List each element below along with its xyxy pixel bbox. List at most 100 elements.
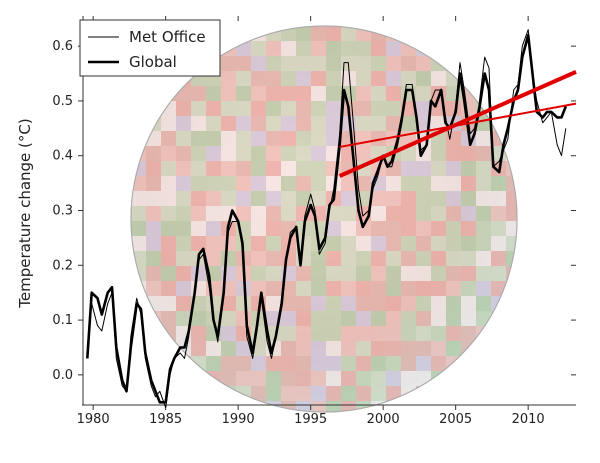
globe-patch [191,176,206,191]
globe-patch [386,251,401,266]
globe-patch [236,341,251,356]
globe-patch [401,401,416,412]
globe-patch [476,146,491,161]
globe-patch [131,131,146,146]
globe-patch [266,26,281,41]
globe-patch [236,101,251,116]
globe-patch [386,326,401,341]
globe-patch [281,176,296,191]
globe-patch [461,311,476,326]
globe-patch [341,341,356,356]
globe-patch [341,71,356,86]
globe-patch [446,41,461,56]
globe-patch [356,101,371,116]
globe-patch [491,221,506,236]
globe-patch [386,86,401,101]
globe-patch [131,236,146,251]
globe-patch [251,386,266,401]
globe-patch [296,116,311,131]
globe-patch [431,161,446,176]
globe-patch [191,191,206,206]
globe-patch [416,71,431,86]
globe-patch [326,341,341,356]
globe-patch [296,311,311,326]
globe-patch [311,311,326,326]
globe-patch [461,221,476,236]
globe-patch [461,371,476,386]
globe-patch [221,161,236,176]
globe-patch [296,146,311,161]
globe-patch [416,26,431,41]
globe-patch [341,41,356,56]
globe-patch [401,311,416,326]
globe-patch [356,41,371,56]
globe-patch [446,311,461,326]
globe-patch [446,341,461,356]
x-tick-label: 2005 [439,412,472,427]
globe-patch [221,131,236,146]
globe-patch [461,161,476,176]
globe-patch [176,371,191,386]
globe-patch [191,101,206,116]
globe-patch [191,206,206,221]
globe-patch [341,311,356,326]
globe-patch [461,26,476,41]
globe-patch [131,116,146,131]
globe-patch [476,251,491,266]
globe-patch [461,266,476,281]
globe-patch [161,146,176,161]
globe-patch [506,146,517,161]
globe-patch [206,146,221,161]
globe-patch [191,266,206,281]
globe-patch [326,176,341,191]
globe-patch [431,281,446,296]
globe-patch [431,356,446,371]
globe-patch [431,206,446,221]
globe-patch [416,221,431,236]
globe-patch [341,176,356,191]
globe-patch [266,101,281,116]
globe-patch [311,356,326,371]
globe-patch [251,266,266,281]
globe-patch [176,251,191,266]
globe-patch [191,401,206,412]
globe-patch [446,251,461,266]
globe-patch [386,176,401,191]
globe-patch [506,221,517,236]
globe-patch [356,296,371,311]
globe-patch [206,356,221,371]
globe-patch [341,251,356,266]
globe-patch [191,311,206,326]
globe-patch [356,311,371,326]
globe-patch [401,251,416,266]
globe-patch [401,146,416,161]
globe-patch [401,221,416,236]
globe-patch [446,236,461,251]
globe-patch [431,26,446,41]
globe-patch [146,146,161,161]
globe-patch [326,86,341,101]
globe-patch [236,161,251,176]
globe-patch [311,26,326,41]
globe-patch [461,356,476,371]
globe-patch [491,311,506,326]
globe-patch [221,236,236,251]
globe-patch [206,401,221,412]
globe-patch [191,116,206,131]
globe-patch [476,401,491,412]
globe-patch [281,86,296,101]
globe-patch [161,296,176,311]
globe-patch [326,101,341,116]
globe-patch [251,221,266,236]
y-axis-ticks: 0.0 0.1 0.2 0.3 0.4 0.5 0.6 [52,39,576,383]
globe-patch [446,296,461,311]
globe-patch [386,206,401,221]
globe-patch [506,41,517,56]
globe-patch [401,281,416,296]
globe-patch [326,326,341,341]
globe-patch [281,311,296,326]
globe-patch [146,161,161,176]
globe-patch [281,191,296,206]
globe-patch [251,56,266,71]
globe-patch [296,356,311,371]
